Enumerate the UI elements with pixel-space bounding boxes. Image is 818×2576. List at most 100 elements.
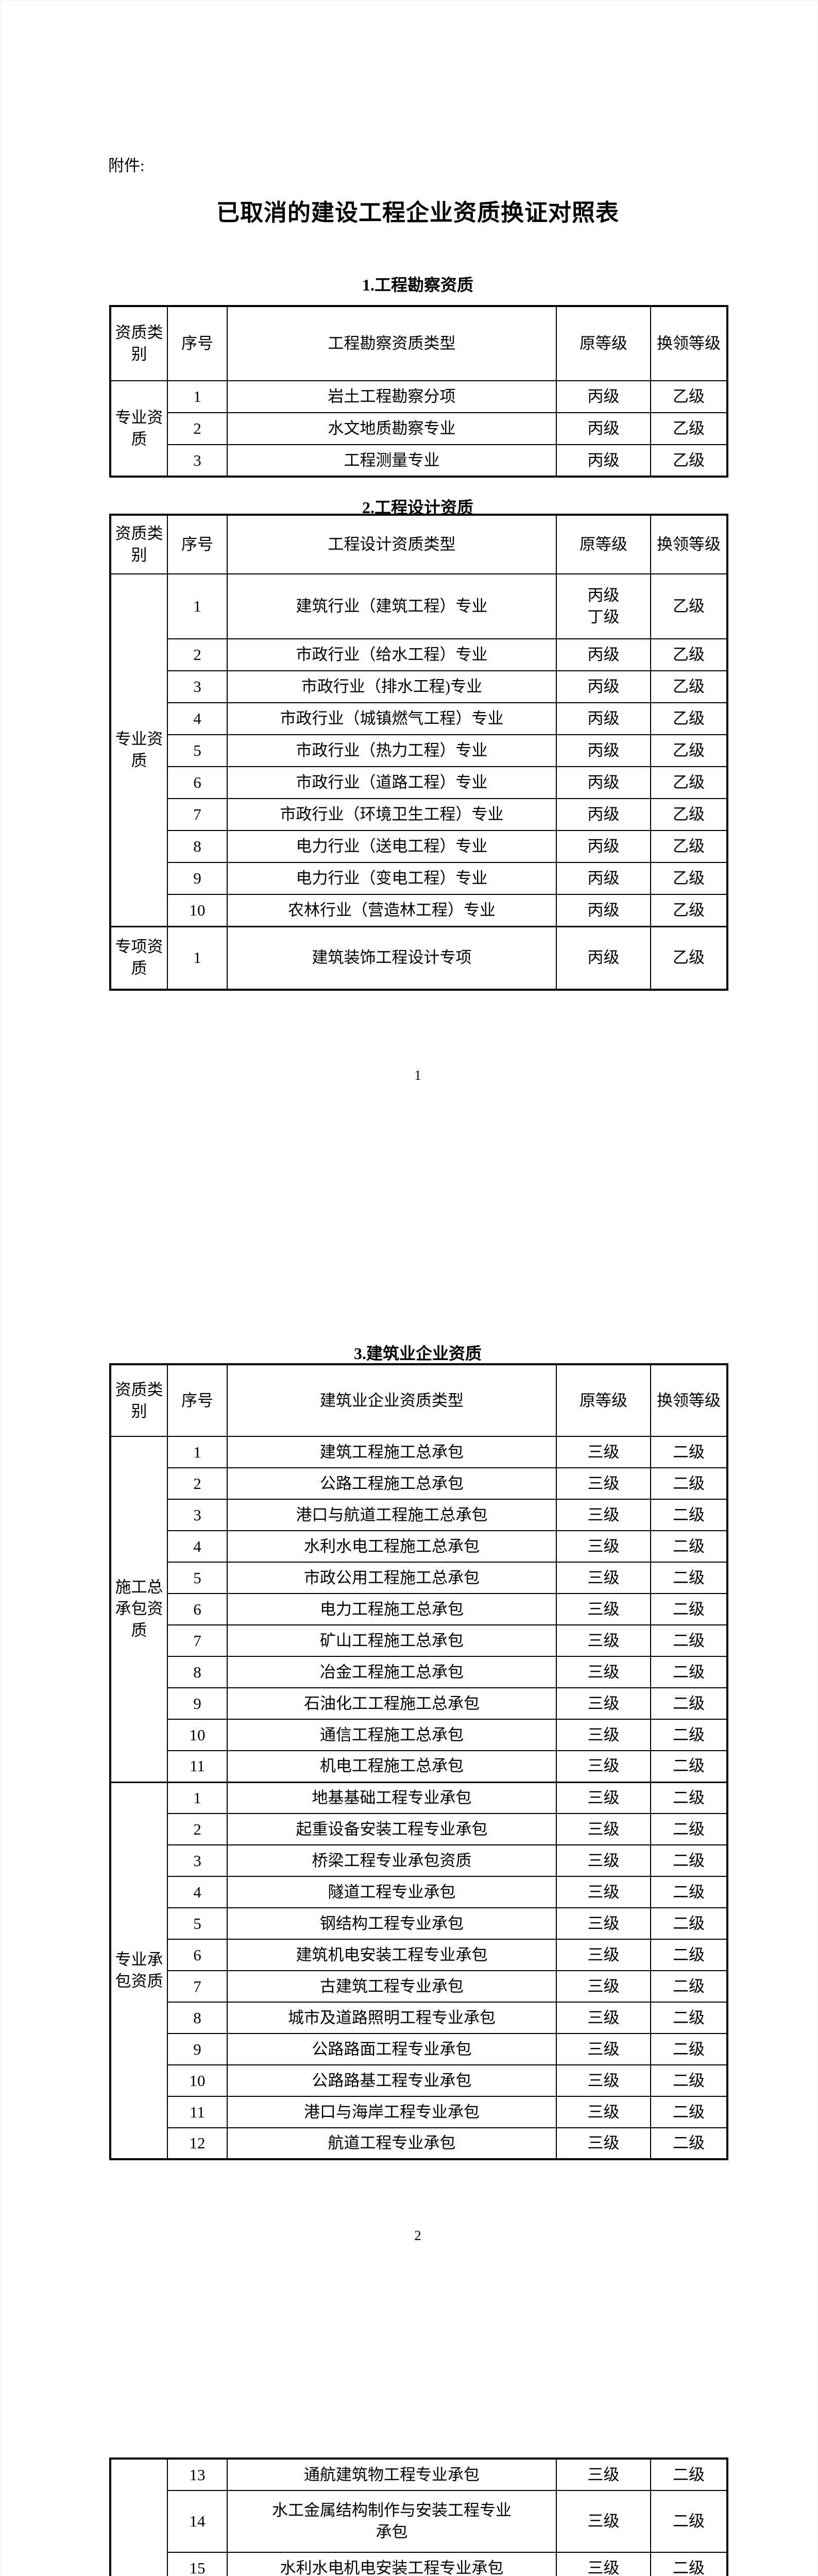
type-cell: 电力行业（变电工程）专业 [227, 862, 557, 895]
type-cell: 市政行业（城镇燃气工程）专业 [227, 702, 557, 735]
type-cell: 城市及道路照明工程专业承包 [227, 2002, 557, 2034]
seq-cell: 3 [167, 670, 228, 703]
seq-cell: 7 [167, 1970, 228, 2003]
seq-header: 序号 [167, 1364, 228, 1437]
new-grade-cell: 二级 [650, 1624, 728, 1657]
new-grade-cell: 乙级 [650, 670, 728, 703]
orig-grade-cell: 丙级 [556, 412, 651, 445]
table-row: 2 公路工程施工总承包 三级 二级 [110, 1467, 728, 1500]
type-cell: 隧道工程专业承包 [227, 1876, 557, 1908]
category-header: 资质类别 [110, 1364, 168, 1437]
type-cell: 电力行业（送电工程）专业 [227, 830, 557, 863]
type-cell: 港口与海岸工程专业承包 [227, 2096, 557, 2128]
table-row: 4 隧道工程专业承包 三级 二级 [110, 1876, 728, 1908]
seq-cell: 6 [167, 1939, 228, 1971]
new-grade-cell: 二级 [650, 2458, 728, 2491]
seq-cell: 2 [167, 1467, 228, 1500]
table-row: 专业承包资质 1 地基基础工程专业承包 三级 二级 [110, 1781, 728, 2160]
type-cell: 通航建筑物工程专业承包 [227, 2458, 557, 2491]
orig-grade-cell: 三级 [556, 1813, 651, 1845]
new-grade-cell: 二级 [650, 1750, 728, 1783]
seq-cell: 14 [167, 2490, 228, 2553]
new-grade-cell: 二级 [650, 2002, 728, 2034]
seq-cell: 8 [167, 830, 228, 863]
orig-grade-cell: 丙级 [556, 702, 651, 735]
orig-grade-header: 原等级 [556, 306, 651, 381]
orig-grade-cell: 三级 [556, 1687, 651, 1720]
orig-grade-cell: 丙级 [556, 670, 651, 703]
new-grade-cell: 二级 [650, 1907, 728, 1940]
orig-grade-cell: 丙级 丁级 [556, 573, 651, 639]
type-cell: 市政行业（排水工程)专业 [227, 670, 557, 703]
new-grade-header: 换领等级 [650, 306, 728, 381]
seq-cell: 2 [167, 638, 228, 671]
orig-grade-cell: 三级 [556, 2002, 651, 2034]
new-grade-cell: 二级 [650, 1467, 728, 1500]
type-cell: 水工金属结构制作与安装工程专业 承包 [227, 2490, 557, 2553]
seq-cell: 3 [167, 1499, 228, 1531]
orig-grade-cell: 三级 [556, 1436, 651, 1468]
new-grade-cell: 二级 [650, 2096, 728, 2128]
table-row: 10 公路路基工程专业承包 三级 二级 [110, 2064, 728, 2097]
new-grade-cell: 二级 [650, 1813, 728, 1845]
construction-qualification-table-continued: 13 通航建筑物工程专业承包 三级 二级 14 水工金属结构制作与安装工程专业 承包 三级二… [109, 2458, 728, 2576]
orig-grade-cell: 三级 [556, 1939, 651, 1971]
attachment-label: 附件: [108, 157, 145, 175]
new-grade-cell: 二级 [650, 1436, 728, 1468]
table-header-row: 资质类别 序号 工程设计资质类型 原等级 换领等级 [110, 514, 728, 574]
table1-title: 1.工程勘察资质 [362, 276, 473, 294]
orig-grade-cell: 三级 [556, 1970, 651, 2003]
orig-grade-cell: 三级 [556, 2458, 651, 2491]
category-cell: 施工总承包资质 [110, 1436, 168, 1783]
type-cell: 建筑行业（建筑工程）专业 [227, 573, 557, 639]
new-grade-cell: 乙级 [650, 444, 728, 477]
table-row: 5 市政行业（热力工程）专业 丙级 乙级 [110, 734, 728, 767]
seq-cell: 1 [167, 573, 228, 639]
seq-cell: 8 [167, 2002, 228, 2034]
table-row: 8 电力行业（送电工程）专业 丙级 乙级 [110, 830, 728, 863]
table-row: 6 电力工程施工总承包 三级 二级 [110, 1593, 728, 1625]
table-row: 4 市政行业（城镇燃气工程）专业 丙级 乙级 [110, 702, 728, 735]
new-grade-cell: 二级 [650, 1687, 728, 1720]
type-cell: 古建筑工程专业承包 [227, 1970, 557, 2003]
orig-grade-cell: 三级 [556, 1750, 651, 1783]
type-cell: 机电工程施工总承包 [227, 1750, 557, 1783]
table-row: 13 通航建筑物工程专业承包 三级 二级 [110, 2458, 728, 2576]
category-cell: 专业资质 [110, 380, 168, 477]
table-row: 专业资质 1 岩土工程勘察分项 丙级 乙级 [110, 380, 728, 477]
orig-grade-cell: 丙级 [556, 894, 651, 927]
orig-grade-cell: 三级 [556, 1593, 651, 1625]
seq-cell: 4 [167, 1530, 228, 1563]
seq-cell: 8 [167, 1656, 228, 1688]
table-row: 11 机电工程施工总承包 三级 二级 [110, 1750, 728, 1783]
table-row: 2 起重设备安装工程专业承包 三级 二级 [110, 1813, 728, 1845]
page-number-2: 2 [414, 2228, 421, 2243]
orig-grade-cell: 三级 [556, 2490, 651, 2553]
orig-grade-cell: 三级 [556, 1467, 651, 1500]
type-cell: 矿山工程施工总承包 [227, 1624, 557, 1657]
type-cell: 地基基础工程专业承包 [227, 1781, 557, 1814]
seq-cell: 6 [167, 1593, 228, 1625]
table-row: 5 钢结构工程专业承包 三级 二级 [110, 1907, 728, 1940]
type-cell: 钢结构工程专业承包 [227, 1907, 557, 1940]
new-grade-cell: 二级 [650, 1562, 728, 1594]
table-row: 9 公路路面工程专业承包 三级 二级 [110, 2033, 728, 2065]
type-cell: 通信工程施工总承包 [227, 1719, 557, 1751]
table-row: 6 建筑机电安装工程专业承包 三级 二级 [110, 1939, 728, 1971]
page-number-1: 1 [414, 1067, 421, 1083]
type-cell: 水文地质勘察专业 [227, 412, 557, 445]
table-row: 2 水文地质勘察专业 丙级 乙级 [110, 412, 728, 445]
table-row: 6 市政行业（道路工程）专业 丙级 乙级 [110, 766, 728, 799]
new-grade-cell: 二级 [650, 1530, 728, 1563]
table-row: 14 水工金属结构制作与安装工程专业 承包 三级 二级 [110, 2490, 728, 2553]
seq-cell: 5 [167, 1907, 228, 1940]
table-row: 8 冶金工程施工总承包 三级 二级 [110, 1656, 728, 1688]
new-grade-cell: 二级 [650, 1844, 728, 1877]
type-cell: 公路工程施工总承包 [227, 1467, 557, 1500]
orig-grade-header: 原等级 [556, 1364, 651, 1437]
new-grade-cell: 二级 [650, 1781, 728, 1814]
seq-cell: 1 [167, 380, 228, 413]
type-cell: 港口与航道工程施工总承包 [227, 1499, 557, 1531]
new-grade-cell: 乙级 [650, 766, 728, 799]
